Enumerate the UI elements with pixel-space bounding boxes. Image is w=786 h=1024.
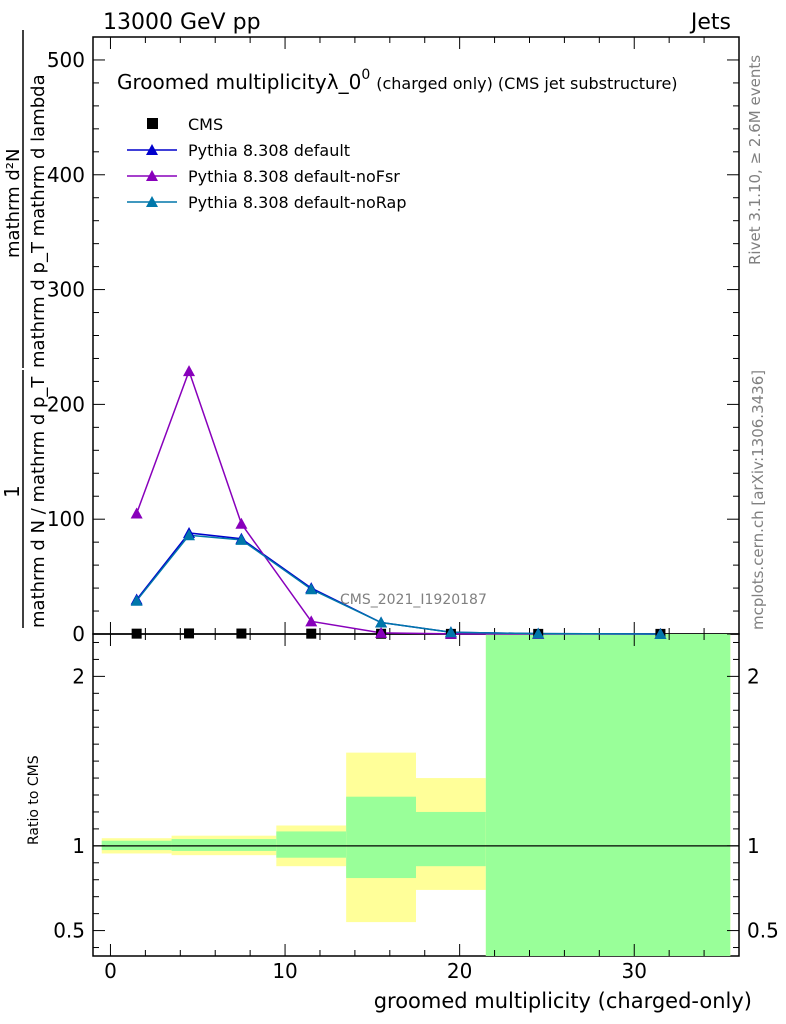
ratio-tick-label-left: 1 xyxy=(72,834,85,858)
x-tick-label: 0 xyxy=(104,959,117,983)
x-axis-label: groomed multiplicity (charged-only) xyxy=(374,989,752,1013)
ratio-band-inner xyxy=(416,811,486,867)
x-tick-label: 30 xyxy=(622,959,647,983)
data-point-norap xyxy=(654,627,667,639)
y-tick-label: 0 xyxy=(72,622,85,646)
ratio-band-inner xyxy=(485,634,731,956)
legend-marker-norap xyxy=(146,196,158,207)
legend-marker-default xyxy=(146,144,158,155)
ratio-tick-label-right: 1 xyxy=(747,834,760,858)
y-tick-label: 500 xyxy=(47,48,85,72)
plot-title-main: Groomed multiplicityλ_0 xyxy=(117,70,361,94)
x-tick-label: 10 xyxy=(272,959,297,983)
ratio-band-group xyxy=(93,634,739,956)
x-tick-label: 20 xyxy=(447,959,472,983)
y-label-numerator: mathrm d²N xyxy=(3,149,24,258)
legend-label-default: Pythia 8.308 default xyxy=(188,141,350,160)
main-axis-ticks: 0 100 200 300 400 500 xyxy=(47,36,739,646)
data-point-nofsr xyxy=(183,365,196,377)
ratio-band-inner xyxy=(346,796,416,879)
data-point-cms xyxy=(184,628,195,639)
ratio-band-inner xyxy=(171,839,277,851)
legend-label-cms: CMS xyxy=(188,115,223,134)
ratio-tick-label-left: 0.5 xyxy=(53,919,85,943)
ratio-y-axis-label: Ratio to CMS xyxy=(26,755,42,845)
plot-title-superscript: 0 xyxy=(361,67,370,83)
legend-label-norap: Pythia 8.308 default-noRap xyxy=(188,193,406,212)
data-point-norap xyxy=(235,533,248,545)
data-point-cms xyxy=(131,628,142,639)
mcplots-reference-label: mcplots.cern.ch [arXiv:1306.3436] xyxy=(749,370,767,630)
legend-marker-nofsr xyxy=(146,170,158,181)
data-point-nofsr xyxy=(235,517,248,529)
legend-marker-cms xyxy=(147,118,158,129)
data-point-nofsr xyxy=(130,507,143,519)
y-tick-label: 400 xyxy=(47,163,85,187)
legend-label-nofsr: Pythia 8.308 default-noFsr xyxy=(188,167,400,186)
series-line-default xyxy=(136,532,661,635)
data-point-norap xyxy=(444,626,457,638)
data-point-norap xyxy=(305,583,318,595)
ratio-tick-label-right: 0.5 xyxy=(747,919,779,943)
y-label-prefix-denominator: mathrm d N / mathrm d p_T xyxy=(28,376,49,628)
y-tick-label: 200 xyxy=(47,392,85,416)
data-point-norap xyxy=(183,529,196,541)
y-tick-label: 100 xyxy=(47,507,85,531)
plot-title-subtitle: (charged only) (CMS jet substructure) xyxy=(376,74,677,93)
header-energy-label: 13000 GeV pp xyxy=(103,10,261,35)
ratio-band-inner xyxy=(276,831,347,858)
series-markers xyxy=(130,365,667,639)
y-label-prefix-numerator: 1 xyxy=(0,485,24,498)
y-tick-label: 300 xyxy=(47,278,85,302)
ratio-axis-ticks: 0.5 0.51 12 20 10 20 30 xyxy=(53,634,779,983)
data-point-norap xyxy=(375,616,388,628)
y-label-denominator: mathrm d p_T mathrm d lambda xyxy=(28,74,49,368)
data-point-norap xyxy=(532,627,545,639)
series-lines xyxy=(135,368,661,635)
data-point-cms xyxy=(306,628,317,639)
series-line-norap xyxy=(136,534,661,635)
data-point-nofsr xyxy=(375,626,388,638)
plot-title: Groomed multiplicityλ_00 (charged only) (… xyxy=(117,67,678,94)
main-y-axis-label: 1 mathrm d N / mathrm d p_T mathrm d²N m… xyxy=(0,30,49,628)
data-point-cms xyxy=(236,628,247,639)
rivet-version-label: Rivet 3.1.10, ≥ 2.6M events xyxy=(746,55,764,265)
ratio-tick-label-left: 2 xyxy=(72,664,85,688)
data-point-nofsr xyxy=(305,615,318,627)
data-point-norap xyxy=(130,594,143,606)
analysis-watermark: CMS_2021_I1920187 xyxy=(340,592,487,608)
ratio-tick-label-right: 2 xyxy=(747,664,760,688)
legend: CMS Pythia 8.308 default Pythia 8.308 de… xyxy=(127,115,406,212)
header-category-label: Jets xyxy=(689,10,731,35)
